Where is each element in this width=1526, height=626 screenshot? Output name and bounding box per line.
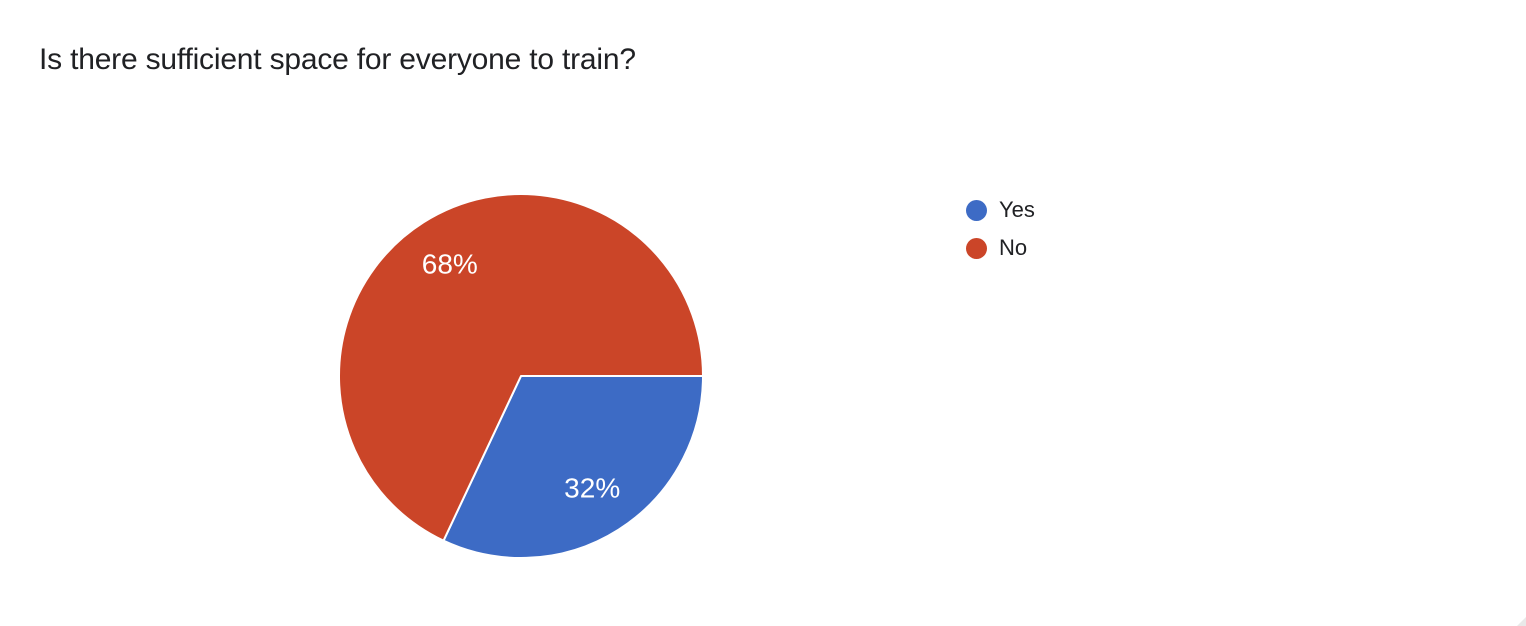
pie-slice-no[interactable] [338, 193, 704, 542]
chart-title: Is there sufficient space for everyone t… [39, 43, 636, 76]
legend-item-no: No [966, 235, 1035, 260]
legend: Yes No [966, 197, 1035, 260]
legend-label-no: No [999, 235, 1028, 260]
pie-percent-label-yes: 32% [564, 473, 620, 504]
pie-slice-yes[interactable] [442, 375, 704, 559]
legend-swatch-no-icon [966, 237, 987, 259]
scrollbar-corner [1517, 617, 1526, 626]
legend-label-yes: Yes [999, 197, 1035, 222]
pie-percent-label-no: 68% [422, 248, 478, 279]
legend-swatch-yes-icon [966, 199, 987, 221]
pie-chart: 32% 68% [338, 193, 704, 559]
legend-item-yes: Yes [966, 197, 1035, 222]
